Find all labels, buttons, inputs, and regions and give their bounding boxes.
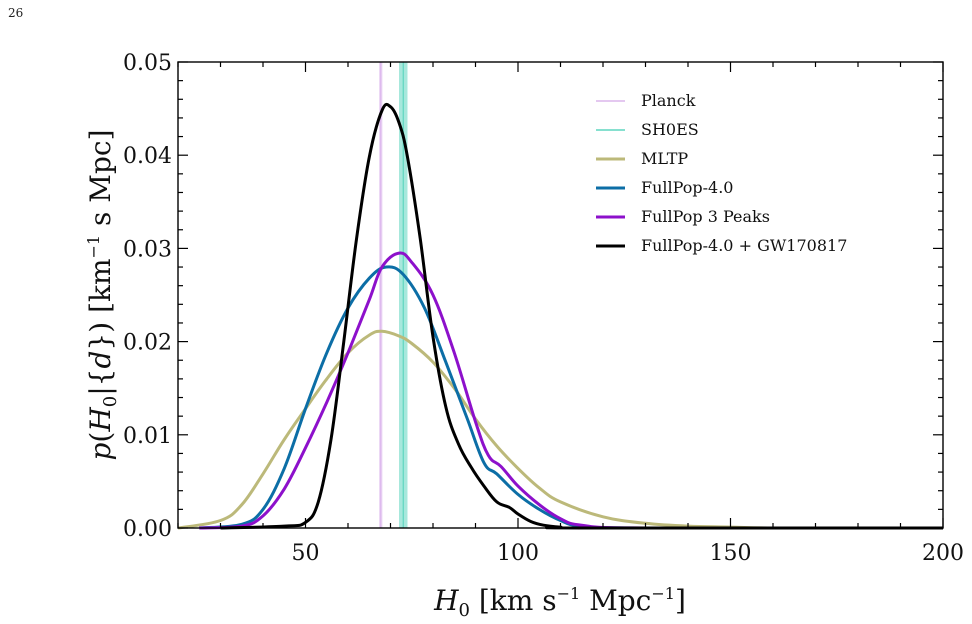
- legend-label-mltp: MLTP: [641, 149, 688, 168]
- y-tick-label: 0.05: [123, 51, 172, 76]
- y-tick-label: 0.02: [123, 331, 172, 356]
- y-tick-label: 0.00: [123, 517, 172, 542]
- series-line-fullpop-4-0-gw170817: [220, 102, 943, 530]
- legend-label-fullpop: FullPop-4.0: [641, 178, 733, 197]
- x-tick-label: 150: [710, 541, 752, 566]
- legend-label-planck: Planck: [641, 91, 696, 110]
- x-tick-label: 50: [292, 541, 320, 566]
- legend-label-fullpop-gw: FullPop-4.0 + GW170817: [641, 236, 847, 255]
- y-tick-label: 0.01: [123, 424, 172, 449]
- page-number: 26: [8, 6, 24, 20]
- legend: Planck SH0ES MLTP FullPop-4.0 FullPop 3 …: [596, 91, 847, 255]
- series-line-fullpop-3-peaks: [199, 251, 943, 530]
- x-tick-label: 200: [922, 541, 964, 566]
- series-line-fullpop-4-0: [199, 265, 943, 530]
- tick-labels: 50 100 150 200 0.00 0.01 0.02 0.03 0.04 0.05: [123, 51, 964, 566]
- x-tick-label: 100: [497, 541, 539, 566]
- y-tick-label: 0.03: [123, 237, 172, 262]
- x-axis-label: H0 [km s−1 Mpc−1]: [433, 584, 686, 621]
- plot-frame: [177, 61, 944, 529]
- legend-label-fullpop3: FullPop 3 Peaks: [641, 207, 770, 226]
- y-tick-label: 0.04: [123, 144, 172, 169]
- density-curves: [177, 102, 943, 530]
- series-line-mltp: [177, 329, 943, 530]
- y-axis-label: p(H0|{d}) [km−1 s Mpc]: [84, 130, 121, 461]
- axis-ticks: [177, 61, 944, 529]
- legend-label-shoes: SH0ES: [641, 120, 699, 139]
